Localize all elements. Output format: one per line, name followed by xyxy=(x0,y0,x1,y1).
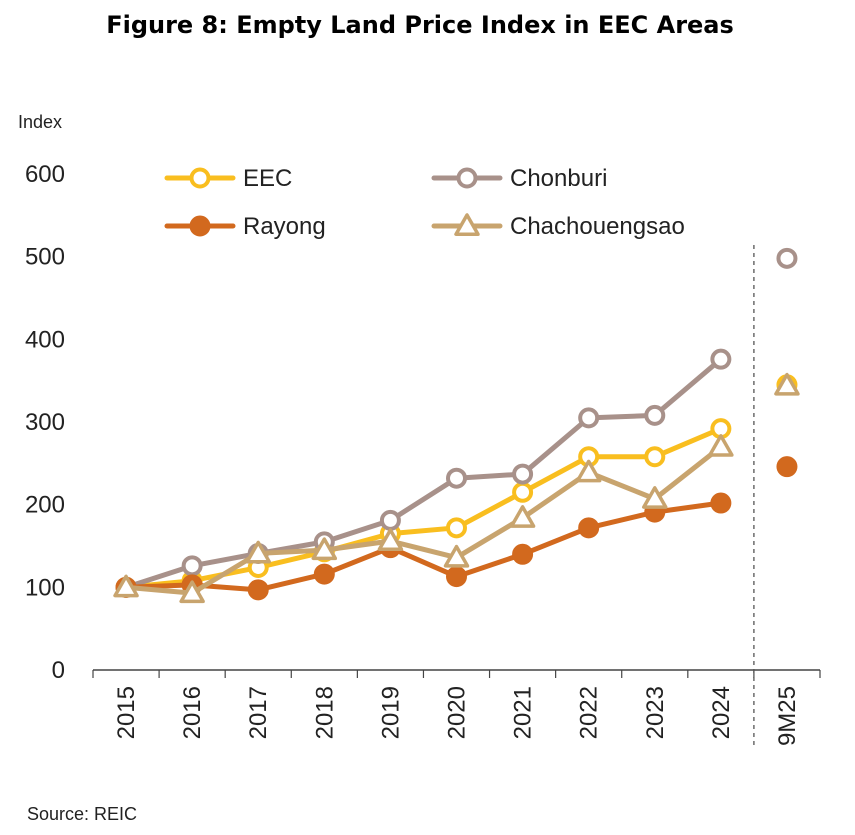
data-point-chonburi xyxy=(578,407,600,429)
data-point-eec xyxy=(512,481,534,503)
data-point-eec xyxy=(644,446,666,468)
legend-label-chachouengsao: Chachouengsao xyxy=(510,213,685,240)
data-point-chonburi xyxy=(776,247,798,269)
x-tick-label: 2024 xyxy=(708,686,735,739)
data-point-chachouengsao xyxy=(708,434,734,457)
x-tick-label: 2015 xyxy=(113,686,140,739)
y-tick-label: 300 xyxy=(25,409,65,436)
y-tick-label: 500 xyxy=(25,244,65,271)
data-point-chonburi xyxy=(710,348,732,370)
x-tick-label: 2017 xyxy=(245,686,272,739)
x-tick-label: 2022 xyxy=(576,686,603,739)
y-tick-label: 100 xyxy=(25,574,65,601)
x-tick-label: 2023 xyxy=(642,686,669,739)
data-point-rayong xyxy=(313,563,335,585)
y-tick-label: 600 xyxy=(25,161,65,188)
x-tick-label: 2019 xyxy=(377,686,404,739)
y-tick-label: 200 xyxy=(25,492,65,519)
data-point-chonburi xyxy=(644,404,666,426)
data-point-rayong xyxy=(446,566,467,588)
data-point-chachouengsao xyxy=(113,574,139,598)
y-axis-label: Index xyxy=(18,112,62,132)
data-point-chachouengsao xyxy=(642,486,668,509)
plot-area: 0 100 200 300 400 500 600 2015 2016 2017 2018 2019 2… xyxy=(25,161,821,748)
data-point-chachouengsao xyxy=(245,540,271,564)
data-point-chonburi xyxy=(181,555,203,577)
data-point-chachouengsao xyxy=(443,544,470,568)
data-point-rayong xyxy=(776,456,798,478)
data-point-chachouengsao xyxy=(179,580,205,604)
data-point-rayong xyxy=(247,579,269,601)
legend-marker-chonburi xyxy=(456,167,478,189)
data-point-rayong xyxy=(710,492,732,514)
y-tick-label: 400 xyxy=(25,326,65,353)
legend-label-rayong: Rayong xyxy=(243,213,326,240)
x-tick-label: 2020 xyxy=(444,686,471,739)
data-point-chachouengsao xyxy=(509,505,536,528)
data-point-rayong xyxy=(512,543,534,565)
x-tick-label: 2016 xyxy=(179,686,206,739)
x-tick-label: 9M25 xyxy=(774,686,801,746)
legend-marker-chachouengsao xyxy=(454,213,480,236)
data-point-chonburi xyxy=(379,509,401,531)
chart-title: Figure 8: Empty Land Price Index in EEC … xyxy=(106,11,734,39)
legend-label-eec: EEC xyxy=(243,165,292,192)
data-point-eec xyxy=(446,517,467,539)
data-point-rayong xyxy=(578,517,600,539)
data-point-chachouengsao xyxy=(774,372,800,396)
y-tick-label: 0 xyxy=(52,657,65,684)
legend-marker-eec xyxy=(189,167,211,189)
data-point-chonburi xyxy=(512,463,534,485)
legend-marker-rayong xyxy=(189,215,211,237)
data-point-chachouengsao xyxy=(377,528,404,552)
data-point-chachouengsao xyxy=(311,537,338,561)
legend-label-chonburi: Chonburi xyxy=(510,165,607,192)
data-point-chonburi xyxy=(446,467,467,489)
series-line-rayong xyxy=(123,500,724,593)
x-tick-label: 2021 xyxy=(510,686,537,739)
data-point-chachouengsao xyxy=(575,459,602,483)
x-tick-label: 2018 xyxy=(311,686,338,739)
series-line-chonburi xyxy=(123,356,724,590)
series-line-chachouengsao xyxy=(123,444,724,596)
source-note: Source: REIC xyxy=(27,804,137,824)
